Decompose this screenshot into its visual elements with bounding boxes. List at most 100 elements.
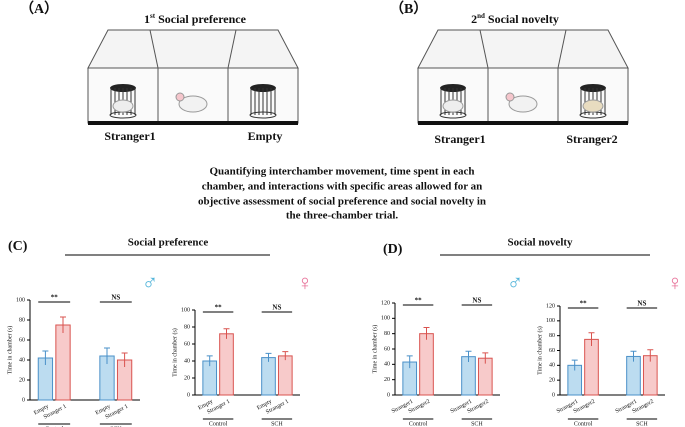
y-tick-label: 80 bbox=[19, 317, 25, 323]
error-bar bbox=[223, 328, 230, 339]
error-bar bbox=[588, 332, 595, 347]
y-tick-label: 100 bbox=[181, 307, 190, 313]
y-tick-label: 0 bbox=[22, 397, 25, 403]
bar bbox=[461, 356, 476, 396]
sex-symbol: ♂ bbox=[142, 270, 159, 295]
caption: Quantifying interchamber movement, time … bbox=[209, 166, 474, 178]
significance: NS bbox=[472, 297, 481, 305]
group-label: SCH bbox=[636, 421, 648, 427]
divider bbox=[557, 29, 567, 69]
error-bar bbox=[282, 351, 289, 361]
error-bar bbox=[42, 350, 49, 365]
panel-label: （A） bbox=[20, 1, 58, 17]
y-tick-label: 80 bbox=[549, 333, 555, 339]
sex-symbol: ♀ bbox=[297, 270, 314, 295]
error-bar bbox=[630, 350, 637, 362]
cup-base bbox=[249, 111, 277, 119]
panel-label: （B） bbox=[390, 1, 427, 17]
title: Social preference bbox=[158, 12, 247, 26]
y-tick-label: 40 bbox=[549, 363, 555, 369]
y-tick-label: 120 bbox=[381, 300, 390, 306]
significance: ** bbox=[215, 304, 223, 312]
y-tick-label: 0 bbox=[187, 392, 190, 398]
caption: objective assessment of social preferenc… bbox=[198, 196, 486, 208]
bar bbox=[419, 333, 434, 396]
bar bbox=[261, 357, 276, 396]
ordinal: 2 bbox=[471, 12, 477, 26]
bar bbox=[477, 357, 493, 396]
mouse bbox=[582, 99, 604, 113]
bar bbox=[626, 355, 641, 396]
panel-title: 2nd Social novelty bbox=[471, 12, 559, 26]
y-tick-label: 120 bbox=[546, 303, 555, 309]
caption: the three-chamber trial. bbox=[286, 210, 399, 222]
bar bbox=[219, 333, 234, 396]
y-tick-label: 20 bbox=[384, 377, 390, 383]
cage-box bbox=[87, 29, 299, 69]
error-bar bbox=[423, 327, 430, 340]
y-axis-label: Time in chamber (s) bbox=[171, 328, 178, 377]
mouse bbox=[178, 95, 208, 113]
group-label: SCH bbox=[471, 421, 483, 427]
cage-box bbox=[417, 29, 629, 69]
divider bbox=[227, 29, 237, 69]
error-bar bbox=[406, 355, 413, 369]
sex-symbol: ♂ bbox=[507, 270, 524, 295]
y-tick-label: 0 bbox=[387, 392, 390, 398]
section-label: (C) bbox=[8, 239, 28, 254]
error-bar bbox=[60, 316, 66, 333]
cage-label: Stranger1 bbox=[104, 129, 155, 143]
y-axis-label: Time in chamber (s) bbox=[371, 325, 378, 374]
y-tick-label: 40 bbox=[184, 358, 190, 364]
y-axis-label: Time in chamber (s) bbox=[536, 326, 543, 375]
cage-label: Stranger2 bbox=[566, 132, 617, 146]
y-tick-label: 60 bbox=[19, 337, 25, 343]
y-tick-label: 100 bbox=[546, 318, 555, 324]
y-tick-label: 80 bbox=[184, 324, 190, 330]
y-tick-label: 60 bbox=[184, 341, 190, 347]
group-label: SCH bbox=[271, 421, 283, 427]
error-bar bbox=[571, 359, 578, 371]
y-tick-label: 60 bbox=[549, 348, 555, 354]
y-tick-label: 40 bbox=[384, 362, 390, 368]
sex-symbol: ♀ bbox=[667, 270, 684, 295]
cage-label: Stranger1 bbox=[434, 132, 485, 146]
significance: ** bbox=[580, 300, 588, 308]
significance: ** bbox=[51, 294, 59, 302]
error-bar bbox=[206, 355, 213, 367]
suffix: st bbox=[150, 12, 156, 20]
section-label: (D) bbox=[383, 242, 403, 257]
ordinal: 1 bbox=[144, 12, 150, 26]
group-label: Control bbox=[574, 421, 593, 427]
group-label: Control bbox=[409, 421, 428, 427]
error-bar bbox=[465, 350, 472, 363]
suffix: nd bbox=[477, 12, 485, 20]
cage-floor bbox=[88, 121, 298, 125]
y-tick-label: 60 bbox=[384, 346, 390, 352]
y-tick-label: 0 bbox=[552, 392, 555, 398]
y-tick-label: 80 bbox=[384, 331, 390, 337]
mouse bbox=[508, 95, 538, 113]
error-bar bbox=[265, 352, 272, 362]
mouse-ear bbox=[175, 92, 185, 102]
y-tick-label: 100 bbox=[381, 316, 390, 322]
y-tick-label: 40 bbox=[19, 357, 25, 363]
mouse bbox=[112, 99, 134, 113]
cage-floor bbox=[418, 121, 628, 125]
title: Social novelty bbox=[488, 12, 559, 26]
error-bar bbox=[647, 349, 654, 362]
error-bar bbox=[104, 347, 110, 364]
y-tick-label: 20 bbox=[184, 375, 190, 381]
panel-title: 1st Social preference bbox=[144, 12, 247, 26]
caption: chamber, and interactions with specific … bbox=[202, 181, 483, 193]
section-title: Social preference bbox=[128, 237, 209, 249]
significance: NS bbox=[272, 304, 281, 312]
significance: ** bbox=[415, 297, 423, 305]
divider bbox=[479, 29, 489, 69]
cage-label: Empty bbox=[248, 129, 283, 143]
bar bbox=[55, 324, 71, 401]
significance: NS bbox=[637, 300, 646, 308]
section-title: Social novelty bbox=[507, 237, 573, 249]
y-tick-label: 20 bbox=[549, 378, 555, 384]
